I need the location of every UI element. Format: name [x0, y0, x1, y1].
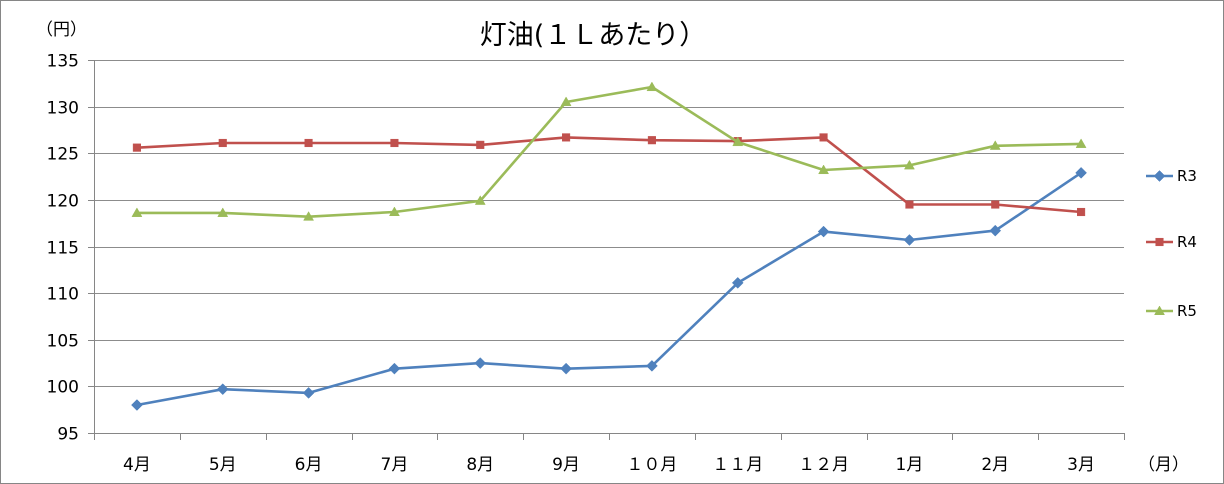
x-axis-title: （月） [1138, 455, 1189, 475]
legend: R3 R4 R5 [1146, 167, 1197, 320]
data-point-r3 [474, 357, 487, 369]
y-tick-label: 95 [57, 425, 79, 445]
series-layer [131, 81, 1087, 411]
y-tick-label: 100 [47, 378, 79, 398]
y-tick-label: 110 [47, 285, 79, 305]
data-point-r4 [647, 136, 656, 145]
data-point-r3 [989, 224, 1002, 237]
data-point-r4 [562, 133, 571, 142]
x-tick-label: 4月 [123, 455, 151, 475]
data-point-r5 [131, 207, 143, 217]
series-line-r3 [135, 171, 1083, 407]
x-tick-label: １２月 [798, 455, 849, 475]
y-tick-label: 125 [47, 145, 79, 165]
data-point-r4 [304, 138, 313, 148]
series-r4 [132, 133, 1086, 217]
x-tick-label: 7月 [381, 455, 409, 475]
data-point-r5 [560, 96, 572, 106]
data-point-r3 [388, 362, 401, 375]
data-point-r4 [991, 200, 1000, 209]
gridlines [94, 60, 1124, 387]
y-tick-label: 105 [47, 332, 79, 352]
data-point-r5 [903, 159, 915, 170]
data-point-r5 [989, 140, 1001, 150]
data-point-r5 [303, 211, 315, 221]
series-line-r5 [135, 85, 1083, 218]
x-tick-label: 8月 [466, 455, 494, 475]
legend-item-r3: R3 [1146, 167, 1197, 185]
axes: 95 100 105 110 115 120 125 130 135 4月 5月 6月 7月 8月 9月 １０… [47, 52, 1125, 475]
data-point-r4 [905, 200, 914, 209]
legend-marker-r5 [1154, 305, 1165, 315]
legend-label-r3: R3 [1177, 167, 1197, 185]
x-tick-label: 3月 [1067, 455, 1095, 475]
y-tick-label: 135 [47, 52, 79, 72]
data-point-r5 [818, 164, 830, 175]
data-point-r3 [302, 387, 315, 399]
x-tick-label: 5月 [209, 455, 237, 475]
y-tick-label: 130 [47, 99, 79, 119]
data-point-r3 [817, 225, 830, 238]
data-point-r4 [476, 140, 485, 149]
x-tick-label: １１月 [712, 455, 763, 475]
series-r5 [131, 81, 1087, 221]
legend-label-r5: R5 [1177, 302, 1197, 320]
data-point-r5 [474, 195, 486, 205]
data-point-r3 [560, 362, 572, 375]
data-point-r4 [819, 133, 828, 142]
x-tick-label: １０月 [626, 455, 677, 475]
data-point-r4 [218, 138, 227, 148]
data-point-r3 [646, 360, 658, 372]
series-line-r4 [135, 136, 1083, 214]
x-tick-label: 1月 [896, 455, 924, 475]
x-tick-label: 2月 [981, 455, 1009, 475]
data-point-r4 [390, 138, 399, 148]
legend-marker-r3 [1153, 170, 1166, 182]
data-point-r3 [1075, 166, 1087, 179]
data-point-r5 [732, 136, 744, 147]
legend-item-r4: R4 [1146, 233, 1197, 251]
data-point-r3 [731, 277, 744, 289]
data-point-r4 [1077, 207, 1086, 217]
data-point-r3 [903, 234, 916, 246]
legend-label-r4: R4 [1177, 233, 1197, 251]
x-tick-label: 9月 [552, 455, 580, 475]
data-point-r5 [388, 206, 400, 216]
data-point-r5 [217, 207, 229, 217]
legend-item-r5: R5 [1146, 302, 1197, 320]
chart-title: 灯油(１Ｌあたり） [480, 20, 707, 51]
data-point-r4 [132, 143, 141, 152]
y-tick-label: 120 [47, 192, 79, 212]
data-point-r3 [216, 383, 229, 396]
y-axis-title: （円） [36, 20, 87, 40]
y-tick-label: 115 [47, 239, 79, 259]
x-tick-label: 6月 [295, 455, 323, 475]
data-point-r5 [1075, 138, 1087, 148]
data-point-r5 [646, 81, 658, 92]
series-r3 [131, 166, 1087, 411]
data-point-r3 [131, 399, 143, 411]
legend-marker-r4 [1155, 237, 1164, 247]
